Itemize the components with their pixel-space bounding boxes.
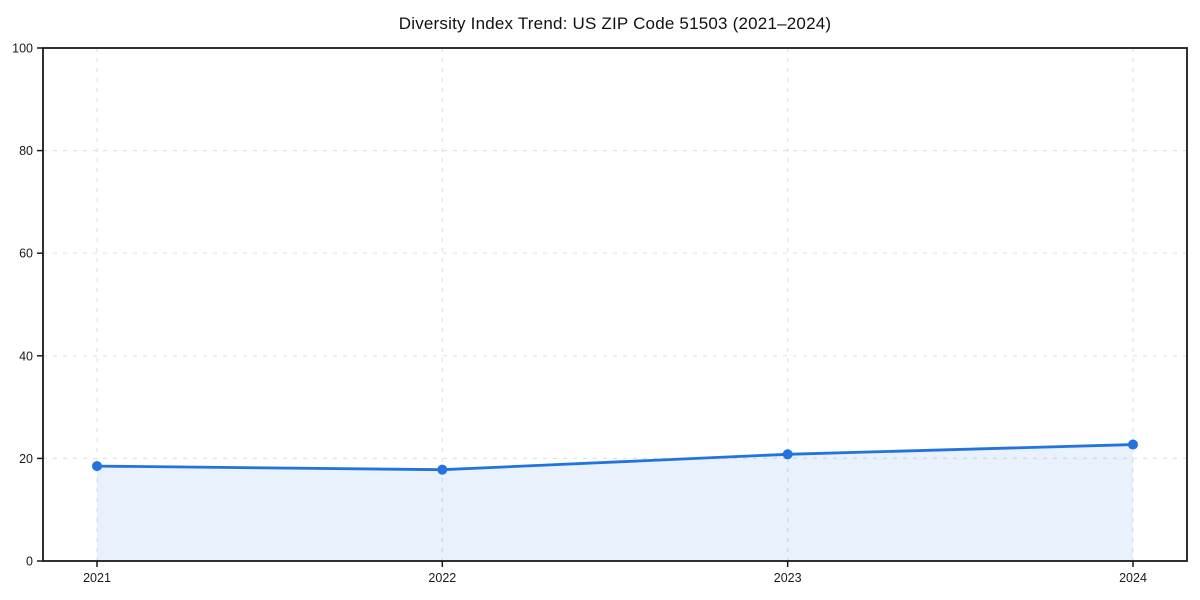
y-tick-label-60: 60 (19, 247, 33, 261)
x-tick-label-2023: 2023 (774, 571, 802, 585)
data-point-2024 (1128, 439, 1138, 450)
y-tick-label-0: 0 (26, 555, 33, 569)
x-tick-label-2022: 2022 (428, 571, 456, 585)
y-tick-label-40: 40 (19, 349, 33, 363)
x-tick-label-2021: 2021 (83, 571, 111, 585)
data-point-2023 (782, 449, 793, 460)
y-tick-label-100: 100 (12, 42, 33, 56)
area-fill (97, 444, 1133, 561)
trend-line (95, 443, 1135, 472)
chart-title: Diversity Index Trend: US ZIP Code 51503… (398, 14, 832, 33)
data-point-2022 (437, 464, 448, 475)
plot-border (42, 47, 1188, 562)
y-tick-label-20: 20 (19, 452, 33, 466)
x-tick-label-2024: 2024 (1119, 571, 1147, 585)
y-tick-label-80: 80 (19, 144, 33, 158)
data-point-2021 (92, 461, 102, 472)
